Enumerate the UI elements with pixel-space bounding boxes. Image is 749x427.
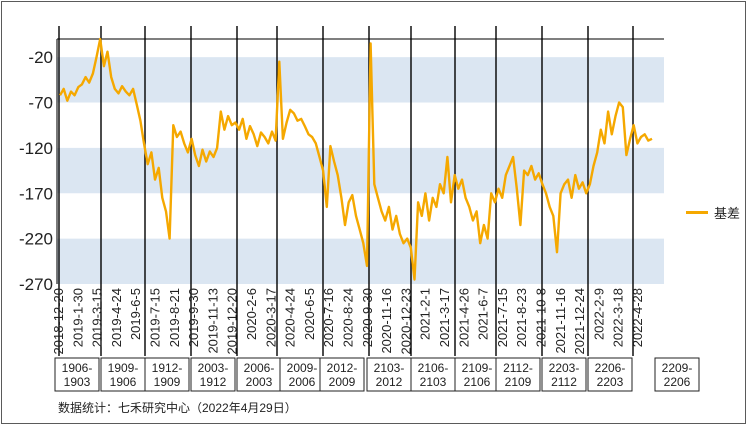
y-tick-label: -220: [19, 230, 53, 249]
y-tick-label: -120: [19, 139, 53, 158]
contract-box-label: 2206-: [595, 361, 626, 375]
contract-box-label: 2106-: [418, 361, 449, 375]
x-tick-label: 2019-1-30: [70, 288, 85, 347]
contract-box-label: 2109-: [462, 361, 493, 375]
x-tick-label: 2021-4-26: [456, 288, 471, 347]
legend-label: 基差: [714, 206, 741, 221]
contract-box-label: 2009-: [287, 361, 318, 375]
x-tick-label: 2022-3-18: [611, 288, 626, 347]
contract-box-label: 2206: [664, 375, 691, 389]
x-tick-label: 2021-6-7: [476, 288, 491, 340]
x-tick-label: 2021-10-8: [534, 288, 549, 347]
x-tick-label: 2021-12-24: [572, 288, 587, 355]
contract-box: [279, 357, 325, 392]
contract-box: [541, 357, 587, 392]
band-0: [57, 57, 664, 103]
contract-box-label: 2112: [551, 375, 577, 389]
contract-box-label: 2106: [464, 375, 491, 389]
x-tick-label: 2020-12-23: [398, 288, 413, 355]
contract-box-label: 1903: [64, 375, 91, 389]
x-tick-label: 2020-2-6: [244, 288, 259, 340]
contract-box-label: 2103-: [374, 361, 405, 375]
x-tick-label: 2020-3-17: [263, 288, 278, 347]
contract-box-label: 1909-: [108, 361, 139, 375]
x-tick-label: 2019-3-15: [90, 288, 105, 347]
contract-box-label: 1906-: [62, 361, 93, 375]
contract-box: [190, 357, 236, 392]
contract-box-label: 1909: [154, 375, 181, 389]
x-tick-label: 2020-9-30: [360, 288, 375, 347]
contract-box-label: 2109: [505, 375, 532, 389]
y-tick-label: -170: [19, 184, 53, 203]
contract-box: [654, 357, 700, 392]
series-line: [58, 37, 653, 281]
y-tick-label: -70: [28, 94, 53, 113]
contract-box: [410, 357, 456, 392]
contract-box-label: 2112-: [503, 361, 533, 375]
x-tick-label: 2021-2-1: [418, 288, 433, 340]
contract-box: [587, 357, 633, 392]
x-tick-label: 2020-4-24: [283, 288, 298, 347]
contract-box: [236, 357, 282, 392]
contract-box: [366, 357, 412, 392]
contract-box-label: 1912-: [152, 361, 183, 375]
contract-box-label: 2003-: [198, 361, 229, 375]
contract-box-label: 2009: [329, 375, 356, 389]
contract-box-label: 2006-: [244, 361, 275, 375]
x-tick-label: 2020-6-5: [302, 288, 317, 340]
contract-box: [100, 357, 146, 392]
x-tick-label: 2021-7-15: [495, 288, 510, 347]
x-tick-label: 2022-2-9: [591, 288, 606, 340]
x-tick-label: 2021-11-16: [553, 288, 568, 354]
contract-box: [319, 357, 365, 392]
x-tick-label: 2019-8-21: [167, 288, 182, 347]
band-2: [57, 238, 664, 284]
x-tick-label: 2021-3-17: [437, 288, 452, 347]
x-tick-label: 2021-8-23: [514, 288, 529, 347]
contract-box-label: 2003: [246, 375, 273, 389]
y-tick-label: -270: [19, 275, 53, 294]
contract-box-label: 2006: [289, 375, 316, 389]
y-tick-label: -20: [28, 48, 53, 67]
x-tick-label: 2020-11-16: [379, 288, 394, 354]
contract-box-label: 2103: [420, 375, 447, 389]
x-tick-label: 2019-11-13: [205, 288, 220, 354]
x-tick-label: 2019-12-20: [225, 288, 240, 355]
contract-box-label: 2203: [597, 375, 624, 389]
contract-box-label: 2012-: [327, 361, 358, 375]
contract-box-label: 1912: [200, 375, 227, 389]
contract-box-label: 1906: [110, 375, 137, 389]
contract-box: [144, 357, 190, 392]
contract-box: [454, 357, 500, 392]
x-tick-label: 2020-7-16: [321, 288, 336, 347]
contract-box: [54, 357, 100, 392]
contract-box-label: 2209-: [662, 361, 693, 375]
contract-box: [495, 357, 541, 392]
contract-box-label: 2012: [376, 375, 403, 389]
x-tick-label: 2019-4-24: [109, 288, 124, 347]
legend-swatch: [686, 211, 708, 214]
x-tick-label: 2019-7-15: [148, 288, 163, 347]
source-note: 数据统计：七禾研究中心（2022年4月29日）: [58, 401, 297, 415]
x-tick-label: 2020-8-24: [341, 288, 356, 347]
x-tick-label: 2018-12-20: [51, 288, 66, 355]
x-tick-label: 2022-4-28: [630, 288, 645, 347]
x-tick-label: 2019-9-30: [186, 288, 201, 347]
legend: 基差: [686, 203, 740, 222]
x-tick-label: 2019-6-5: [128, 288, 143, 340]
contract-box-label: 2203-: [549, 361, 580, 375]
